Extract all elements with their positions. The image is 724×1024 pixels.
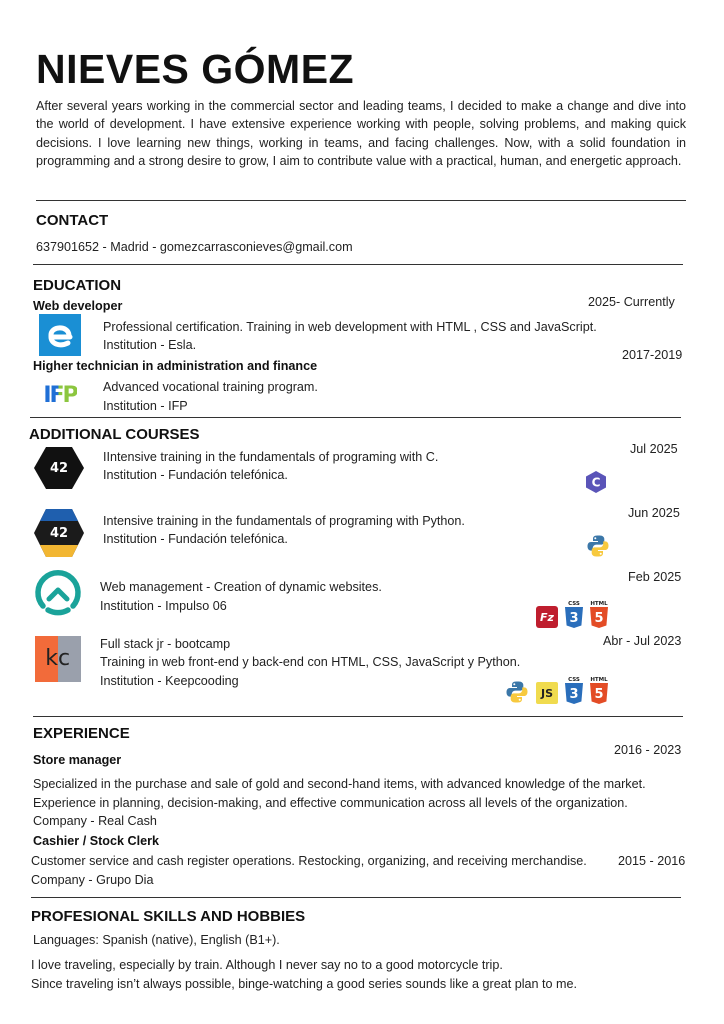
divider xyxy=(36,200,686,201)
hobbies-line: Since traveling isn’t always possible, b… xyxy=(31,977,577,991)
filezilla-icon: Fz xyxy=(536,606,558,628)
courses-heading: ADDITIONAL COURSES xyxy=(29,426,200,443)
ifp-logo: IFP xyxy=(40,380,80,410)
course-date: Jul 2025 xyxy=(630,442,678,456)
c-icon: C xyxy=(584,470,608,499)
svg-text:CSS: CSS xyxy=(568,677,580,683)
languages-line: Languages: Spanish (native), English (B1… xyxy=(33,933,280,947)
course-desc: Web management - Creation of dynamic web… xyxy=(100,580,382,594)
42-hexagon-icon: 42 xyxy=(33,446,85,490)
ifp-logo-text: IFP xyxy=(43,383,76,408)
svg-text:HTML: HTML xyxy=(590,677,608,683)
svg-text:3: 3 xyxy=(569,687,578,702)
job-company: Company - Grupo Dia xyxy=(31,873,154,887)
education-institution: Institution - IFP xyxy=(103,399,188,413)
course-institution: Institution - Impulso 06 xyxy=(100,599,227,613)
education-heading: EDUCATION xyxy=(33,277,121,294)
python-icon xyxy=(505,680,529,709)
svg-text:C: C xyxy=(592,476,601,490)
education-date: 2025- Currently xyxy=(588,295,675,309)
education-desc: Advanced vocational training program. xyxy=(103,380,318,394)
42-logo-text: 42 xyxy=(50,461,68,476)
job-date: 2015 - 2016 xyxy=(618,854,685,868)
javascript-icon: JS xyxy=(536,682,558,704)
course-institution: Institution - Fundación telefónica. xyxy=(103,468,288,482)
education-title: Higher technician in administration and … xyxy=(33,359,317,373)
svg-text:5: 5 xyxy=(594,611,603,626)
candidate-name: NIEVES GÓMEZ xyxy=(36,46,354,93)
contact-line: 637901652 - Madrid - gomezcarrasconieves… xyxy=(36,240,353,254)
42-logo-text: 42 xyxy=(50,526,68,541)
esla-e-icon xyxy=(39,314,81,356)
course-date: Feb 2025 xyxy=(628,570,681,584)
education-title: Web developer xyxy=(33,299,122,313)
impulso-chevron-icon xyxy=(33,570,83,620)
education-institution: Institution - Esla. xyxy=(103,338,196,352)
css3-icon: CSS 3 xyxy=(563,599,585,634)
course-date: Jun 2025 xyxy=(628,506,680,520)
course-desc: Training in web front-end y back-end con… xyxy=(100,655,520,669)
education-desc: Professional certification. Training in … xyxy=(103,320,597,334)
keepcoding-logo: k c kc xyxy=(35,636,81,682)
42-logo: 42 xyxy=(33,508,85,563)
hobbies-line: I love traveling, especially by train. A… xyxy=(31,958,503,972)
42-hexagon-icon: 42 xyxy=(33,508,85,558)
course-desc: Intensive training in the fundamentals o… xyxy=(103,514,465,528)
course-institution: Institution - Keepcooding xyxy=(100,674,239,688)
profile-summary: After several years working in the comme… xyxy=(36,97,686,170)
svg-text:CSS: CSS xyxy=(568,601,580,607)
python-icon xyxy=(586,534,610,563)
course-date: Abr - Jul 2023 xyxy=(603,634,681,648)
42-logo: 42 xyxy=(33,446,85,495)
svg-text:5: 5 xyxy=(594,687,603,702)
course-institution: Institution - Fundación telefónica. xyxy=(103,532,288,546)
divider xyxy=(33,264,683,265)
html5-icon: HTML 5 xyxy=(588,675,610,710)
html5-icon: HTML 5 xyxy=(588,599,610,634)
css3-icon: CSS 3 xyxy=(563,675,585,710)
course-desc: IIntensive training in the fundamentals … xyxy=(103,450,438,464)
course-title: Full stack jr - bootcamp xyxy=(100,637,230,651)
divider xyxy=(31,897,681,898)
job-description-line: Customer service and cash register opera… xyxy=(31,854,587,868)
svg-text:HTML: HTML xyxy=(590,601,608,607)
contact-heading: CONTACT xyxy=(36,212,108,229)
education-date: 2017-2019 xyxy=(622,348,682,362)
divider xyxy=(33,716,683,717)
experience-heading: EXPERIENCE xyxy=(33,725,130,742)
job-description-line: Specialized in the purchase and sale of … xyxy=(33,777,646,791)
impulso-logo xyxy=(33,570,83,625)
divider xyxy=(30,417,681,418)
job-title: Cashier / Stock Clerk xyxy=(33,834,159,848)
esla-logo xyxy=(39,314,81,356)
skills-heading: PROFESIONAL SKILLS AND HOBBIES xyxy=(31,908,305,925)
svg-text:3: 3 xyxy=(569,611,578,626)
job-description-line: Experience in planning, decision-making,… xyxy=(33,796,628,810)
job-date: 2016 - 2023 xyxy=(614,743,681,757)
job-title: Store manager xyxy=(33,753,121,767)
job-company: Company - Real Cash xyxy=(33,814,157,828)
